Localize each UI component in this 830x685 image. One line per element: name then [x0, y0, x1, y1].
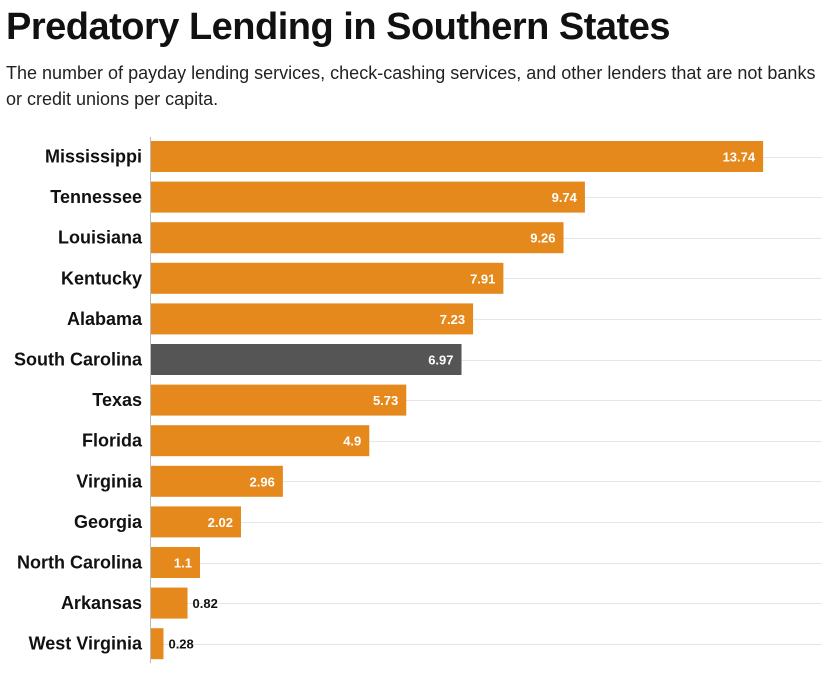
bar	[151, 425, 370, 457]
category-label: Arkansas	[61, 593, 142, 613]
data-label: 5.73	[373, 393, 398, 408]
data-label: 2.02	[208, 515, 233, 530]
category-label: Alabama	[67, 309, 143, 329]
bar	[151, 181, 585, 213]
category-label: Texas	[92, 390, 142, 410]
data-label: 1.1	[174, 556, 192, 571]
category-label: Virginia	[76, 471, 143, 491]
chart-subtitle: The number of payday lending services, c…	[6, 63, 816, 109]
data-label: 7.23	[440, 312, 465, 327]
data-label: 0.82	[193, 596, 218, 611]
category-label: South Carolina	[14, 350, 143, 370]
category-label: Florida	[82, 431, 143, 451]
data-label: 6.97	[428, 353, 453, 368]
data-label: 0.28	[168, 637, 193, 652]
category-label: Georgia	[74, 512, 143, 532]
data-label: 7.91	[470, 271, 495, 286]
data-label: 2.96	[250, 474, 275, 489]
bar	[151, 344, 462, 375]
bar	[151, 141, 764, 172]
bar	[151, 587, 188, 619]
category-label: Mississippi	[45, 147, 142, 167]
data-label: 9.74	[552, 190, 578, 205]
category-label: Kentucky	[61, 268, 142, 288]
data-label: 4.9	[343, 434, 361, 449]
data-label: 9.26	[530, 231, 555, 246]
category-label: Louisiana	[58, 228, 143, 248]
bar	[151, 465, 283, 497]
category-label: West Virginia	[29, 634, 143, 654]
bar	[151, 222, 564, 254]
category-label: North Carolina	[17, 553, 143, 573]
bar	[151, 506, 241, 538]
chart-title: Predatory Lending in Southern States	[6, 6, 670, 48]
bar	[151, 303, 474, 335]
bar	[151, 384, 407, 416]
bar	[151, 547, 201, 578]
category-label: Tennessee	[50, 187, 142, 207]
bar	[151, 262, 504, 294]
bar	[151, 628, 164, 660]
data-label: 13.74	[723, 150, 756, 165]
